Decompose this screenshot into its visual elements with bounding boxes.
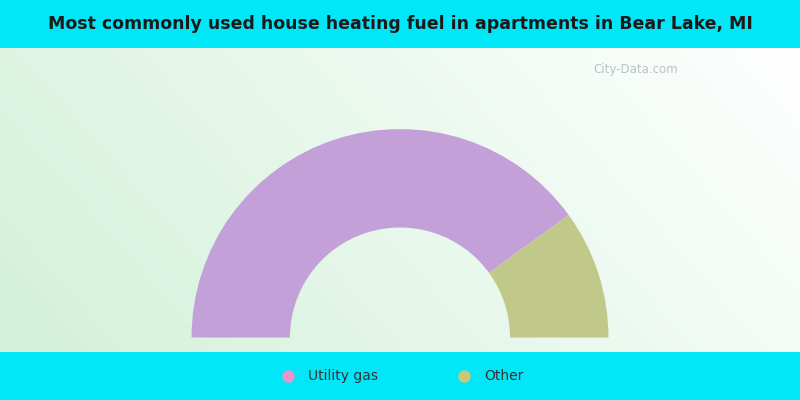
Wedge shape <box>191 129 569 338</box>
Text: Utility gas: Utility gas <box>308 369 378 383</box>
Text: Most commonly used house heating fuel in apartments in Bear Lake, MI: Most commonly used house heating fuel in… <box>47 15 753 33</box>
Wedge shape <box>489 215 609 338</box>
Text: Other: Other <box>484 369 523 383</box>
Text: City-Data.com: City-Data.com <box>594 63 678 76</box>
